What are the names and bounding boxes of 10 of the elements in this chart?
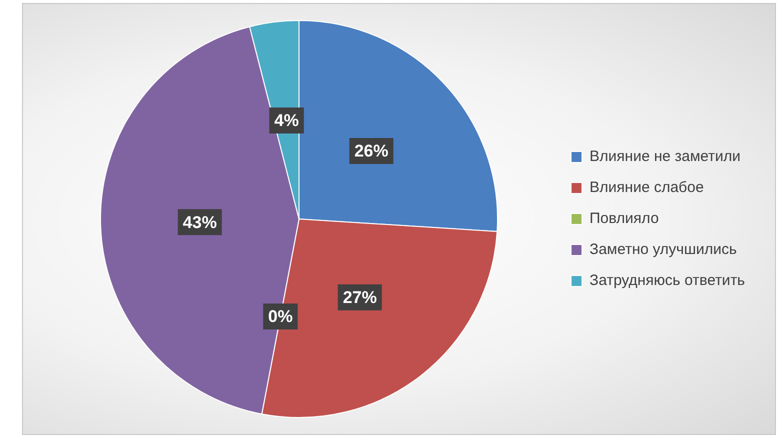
- data-label: 4%: [274, 111, 299, 130]
- legend-label: Влияние не заметили: [590, 148, 741, 166]
- data-label: 27%: [342, 288, 377, 308]
- legend-label: Влияние слабое: [590, 179, 704, 196]
- data-label: 43%: [182, 212, 217, 232]
- legend-label: Повлияло: [590, 210, 659, 228]
- legend-label: Заметно улучшились: [590, 241, 738, 258]
- text: 0%: [268, 307, 293, 326]
- legend-label: Затрудняюсь ответить: [590, 272, 746, 290]
- data-label: 26%: [354, 142, 388, 161]
